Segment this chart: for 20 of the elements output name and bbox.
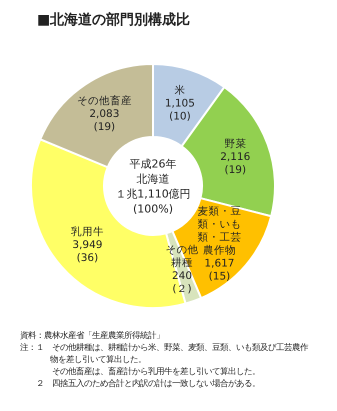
chart-title: ■北海道の部門別構成比: [37, 11, 190, 28]
slice-label: 野菜: [224, 137, 246, 150]
text: 資料：農林水産省「生産農業所得統計」: [20, 330, 164, 340]
data-label: 2,083 (19): [89, 108, 120, 134]
text: (100%): [132, 202, 174, 216]
text: １兆1,110億円: [115, 188, 191, 200]
slice-label: 麦類・豆類・いも類・工芸農作物: [197, 204, 242, 256]
text: 注：１ その他耕種は、耕種計から米、野菜、麦類、豆類、いも類及び工芸農作物を差し引いて算出した。: [20, 342, 308, 364]
slice-label: 米: [174, 84, 186, 97]
text: ２ 四捨五入のため合計と内訳の計は一致しない場合がある。: [20, 378, 260, 388]
data-label: 240 (２): [172, 270, 192, 296]
slice-label: 乳用牛: [70, 224, 104, 238]
data-label: 1,105 (10): [164, 98, 195, 123]
slice-label: その他畜産: [76, 94, 132, 108]
text: 北海道: [136, 172, 170, 186]
data-label: 2,116 (19): [220, 151, 251, 176]
data-label: 1,617 (15): [204, 257, 234, 282]
text: 平成26年: [130, 158, 176, 170]
text: その他畜産は、畜産計から乳用牛を差し引いて算出した。: [20, 366, 260, 376]
data-label: 3,949 (36): [72, 238, 102, 264]
